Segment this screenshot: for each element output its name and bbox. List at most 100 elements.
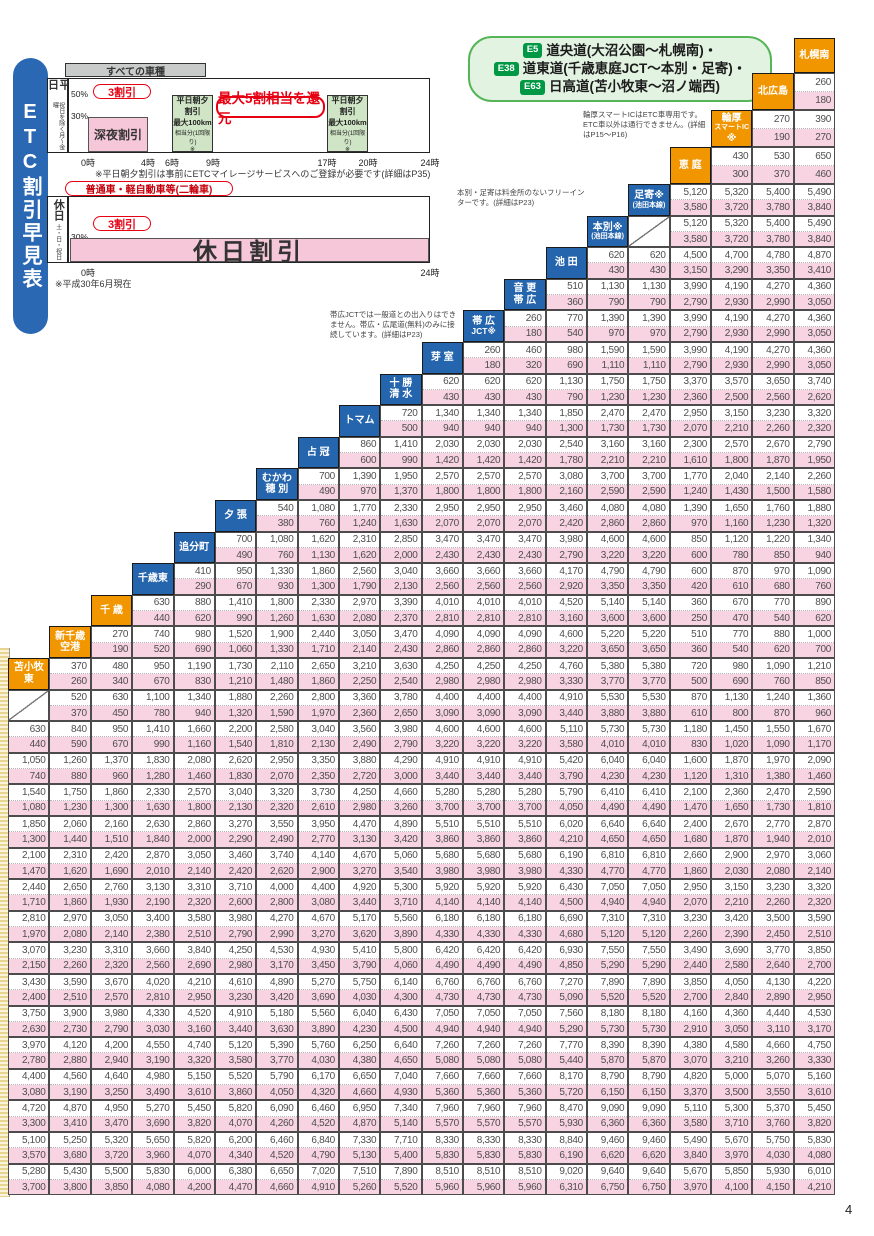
fare-cell: 6,430 4,500	[545, 879, 587, 911]
fare-cell: 4,950 3,470	[90, 1100, 133, 1132]
discount-fare: 690	[711, 674, 752, 689]
fare-cell: 8,180 5,730	[628, 1005, 670, 1038]
station-label: 池 田	[545, 247, 587, 279]
regular-fare: 4,250	[215, 943, 256, 959]
fare-cell: 5,820 4,070	[214, 1100, 257, 1132]
discount-fare: 4,790	[298, 1148, 338, 1163]
regular-fare: 6,430	[546, 880, 586, 896]
fare-cell: 5,140 3,600	[586, 594, 629, 627]
discount-fare: 3,330	[546, 674, 586, 689]
fare-cell: 1,730 1,210	[214, 658, 257, 690]
fare-cell: 3,310 2,320	[90, 942, 133, 974]
discount-fare: 3,720	[711, 231, 752, 247]
discount-fare: 2,070	[422, 516, 462, 531]
fare-cell: 1,760 1,230	[752, 500, 794, 532]
regular-fare: 510	[546, 279, 586, 296]
regular-fare: 6,190	[546, 848, 586, 864]
holiday-axis-sublabel: 土・日・祝日	[54, 224, 61, 260]
regular-fare: 2,620	[215, 753, 256, 770]
fare-cell: 5,110 3,580	[545, 721, 587, 753]
regular-fare: 6,020	[546, 817, 586, 833]
regular-fare: 3,360	[339, 690, 380, 706]
regular-fare: 5,110	[670, 1101, 710, 1117]
fare-cell: 2,850 2,000	[380, 531, 422, 564]
discount-fare: 3,440	[463, 769, 504, 784]
fare-cell: 3,750 2,630	[8, 1005, 50, 1038]
regular-fare: 5,830	[133, 1164, 173, 1180]
fare-cell: 4,530 3,170	[256, 942, 298, 974]
fare-cell: 4,820 3,370	[669, 1068, 711, 1101]
discount-fare: 2,780	[9, 1053, 49, 1068]
regular-fare: 2,950	[422, 501, 462, 517]
fare-cell: 1,650 1,160	[710, 500, 753, 532]
discount-fare: 1,320	[215, 705, 256, 721]
regular-fare: 1,100	[133, 690, 173, 706]
station-label: トマム	[338, 405, 381, 437]
discount-fare: 3,770	[257, 1053, 297, 1068]
discount-fare: 690	[174, 642, 214, 657]
regular-fare: 1,120	[711, 532, 752, 548]
fare-cell: 2,260 1,590	[256, 689, 298, 722]
fare-cell: 5,300 3,710	[380, 879, 422, 911]
discount-fare: 2,080	[50, 927, 90, 942]
discount-fare: 2,560	[505, 579, 545, 594]
regular-fare: 3,040	[381, 564, 421, 580]
fare-cell: 4,890 3,420	[256, 974, 298, 1006]
discount-fare: 760	[753, 674, 793, 689]
regular-fare: 260	[505, 311, 545, 327]
discount-fare: 1,810	[257, 737, 297, 752]
discount-fare: 3,540	[381, 863, 421, 879]
fare-cell: 4,270 2,990	[256, 910, 298, 943]
regular-fare: 8,180	[587, 1006, 628, 1022]
regular-fare: 3,460	[546, 501, 586, 517]
fare-cell: 4,270 2,990	[752, 310, 794, 342]
regular-fare: 4,640	[91, 1069, 132, 1086]
fare-cell: 1,410 990	[214, 594, 257, 627]
discount-fare: 780	[711, 547, 752, 563]
discount-fare: 590	[50, 737, 90, 752]
discount-fare: 3,800	[50, 1179, 90, 1195]
regular-fare: 1,750	[50, 785, 90, 801]
fare-cell: 4,790 3,350	[586, 563, 629, 595]
discount-fare: 4,200	[174, 1179, 214, 1195]
discount-fare: 250	[670, 611, 710, 626]
regular-fare: 6,040	[629, 753, 669, 770]
fare-cell: 5,280 3,700	[8, 1163, 50, 1196]
discount-fare: 970	[670, 516, 710, 531]
discount-fare: 3,580	[215, 1053, 256, 1068]
discount-fare: 2,980	[463, 674, 504, 689]
discount-fare: 990	[381, 453, 421, 468]
regular-fare: 3,780	[381, 690, 421, 706]
fare-cell: 4,400 3,090	[462, 689, 505, 722]
fare-cell: 5,250 3,680	[49, 1132, 91, 1164]
discount-fare: 4,680	[546, 927, 586, 942]
discount-fare: 2,030	[711, 863, 752, 879]
holiday-axis-label: 休日	[52, 199, 65, 221]
fare-table-row: トマム 720 500 1,340 940 1,340 940 1,340 940 1,850 1,…	[338, 405, 835, 437]
fare-cell: 4,250 2,980	[338, 784, 381, 816]
fare-cell: 3,770 2,640	[752, 942, 794, 974]
discount-fare: 3,440	[215, 1021, 256, 1037]
regular-fare: 1,210	[794, 659, 834, 675]
fare-cell: 950 670	[90, 721, 133, 753]
fare-cell: 2,310 1,620	[49, 847, 91, 880]
discount-fare: 5,080	[463, 1053, 504, 1068]
regular-fare: 5,850	[711, 1164, 752, 1180]
regular-fare: 3,160	[629, 437, 669, 454]
regular-fare: 1,390	[629, 311, 669, 327]
regular-fare: 2,650	[298, 659, 338, 675]
discount-fare: 5,290	[546, 1021, 586, 1037]
discount-fare: 5,360	[505, 1085, 545, 1100]
discount-fare: 440	[133, 611, 173, 626]
fare-cell: 7,890 5,520	[380, 1163, 422, 1196]
regular-fare: 270	[753, 111, 793, 129]
fare-cell: 720 500	[669, 658, 711, 690]
fare-cell: 4,250 2,980	[504, 658, 546, 690]
discount-fare: 1,480	[257, 674, 297, 689]
regular-fare: 1,000	[794, 627, 834, 643]
fare-table-row: 足寄※ (池田本線) 5,120 3,580 5,320 3,720 5,400 3,780 5…	[628, 184, 835, 216]
fare-cell: 3,780 2,650	[380, 689, 422, 722]
discount-fare: 2,370	[381, 611, 421, 626]
fare-cell: 6,420 4,490	[462, 942, 505, 974]
fare-cell: 8,390 5,870	[586, 1037, 629, 1069]
